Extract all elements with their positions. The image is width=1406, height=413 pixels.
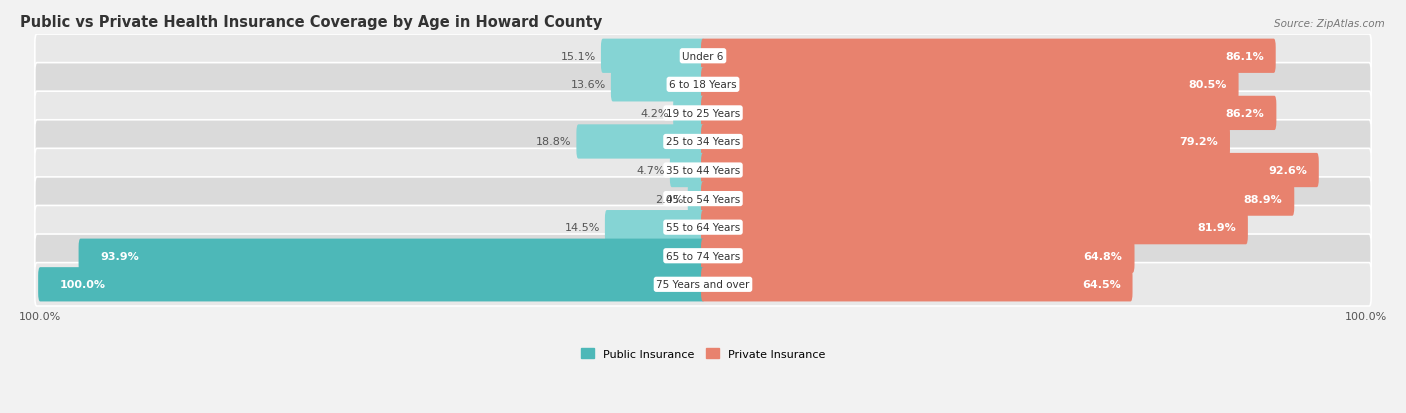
FancyBboxPatch shape: [35, 92, 1371, 135]
Text: 4.2%: 4.2%: [640, 109, 668, 119]
FancyBboxPatch shape: [688, 182, 704, 216]
Text: 18.8%: 18.8%: [536, 137, 572, 147]
Text: 75 Years and over: 75 Years and over: [657, 280, 749, 290]
FancyBboxPatch shape: [35, 64, 1371, 107]
Text: 64.8%: 64.8%: [1084, 251, 1122, 261]
Text: Source: ZipAtlas.com: Source: ZipAtlas.com: [1274, 19, 1385, 28]
Text: 2.0%: 2.0%: [655, 194, 683, 204]
Text: 19 to 25 Years: 19 to 25 Years: [666, 109, 740, 119]
FancyBboxPatch shape: [35, 149, 1371, 192]
FancyBboxPatch shape: [35, 263, 1371, 306]
FancyBboxPatch shape: [576, 125, 704, 159]
FancyBboxPatch shape: [600, 40, 704, 74]
FancyBboxPatch shape: [669, 154, 704, 188]
FancyBboxPatch shape: [79, 239, 704, 273]
FancyBboxPatch shape: [35, 178, 1371, 221]
Text: 25 to 34 Years: 25 to 34 Years: [666, 137, 740, 147]
Text: 15.1%: 15.1%: [561, 52, 596, 62]
Text: 6 to 18 Years: 6 to 18 Years: [669, 80, 737, 90]
FancyBboxPatch shape: [35, 121, 1371, 164]
FancyBboxPatch shape: [605, 211, 704, 245]
Text: Public vs Private Health Insurance Coverage by Age in Howard County: Public vs Private Health Insurance Cover…: [20, 15, 603, 30]
FancyBboxPatch shape: [35, 206, 1371, 249]
Text: 81.9%: 81.9%: [1197, 223, 1236, 233]
Text: 55 to 64 Years: 55 to 64 Years: [666, 223, 740, 233]
FancyBboxPatch shape: [35, 35, 1371, 78]
Text: 35 to 44 Years: 35 to 44 Years: [666, 166, 740, 176]
Text: Under 6: Under 6: [682, 52, 724, 62]
FancyBboxPatch shape: [702, 239, 1135, 273]
FancyBboxPatch shape: [702, 125, 1230, 159]
Text: 13.6%: 13.6%: [571, 80, 606, 90]
FancyBboxPatch shape: [38, 268, 704, 302]
Text: 88.9%: 88.9%: [1243, 194, 1282, 204]
FancyBboxPatch shape: [702, 68, 1239, 102]
FancyBboxPatch shape: [35, 235, 1371, 278]
FancyBboxPatch shape: [610, 68, 704, 102]
Text: 79.2%: 79.2%: [1180, 137, 1218, 147]
FancyBboxPatch shape: [702, 97, 1277, 131]
Text: 100.0%: 100.0%: [60, 280, 105, 290]
Legend: Public Insurance, Private Insurance: Public Insurance, Private Insurance: [576, 344, 830, 363]
Text: 93.9%: 93.9%: [100, 251, 139, 261]
Text: 86.1%: 86.1%: [1225, 52, 1264, 62]
Text: 64.5%: 64.5%: [1081, 280, 1121, 290]
Text: 92.6%: 92.6%: [1268, 166, 1306, 176]
FancyBboxPatch shape: [673, 97, 704, 131]
Text: 80.5%: 80.5%: [1188, 80, 1226, 90]
FancyBboxPatch shape: [702, 154, 1319, 188]
FancyBboxPatch shape: [702, 211, 1249, 245]
Text: 65 to 74 Years: 65 to 74 Years: [666, 251, 740, 261]
Text: 14.5%: 14.5%: [565, 223, 600, 233]
Text: 86.2%: 86.2%: [1226, 109, 1264, 119]
Text: 45 to 54 Years: 45 to 54 Years: [666, 194, 740, 204]
FancyBboxPatch shape: [702, 268, 1132, 302]
FancyBboxPatch shape: [702, 182, 1295, 216]
FancyBboxPatch shape: [702, 40, 1275, 74]
Text: 4.7%: 4.7%: [637, 166, 665, 176]
